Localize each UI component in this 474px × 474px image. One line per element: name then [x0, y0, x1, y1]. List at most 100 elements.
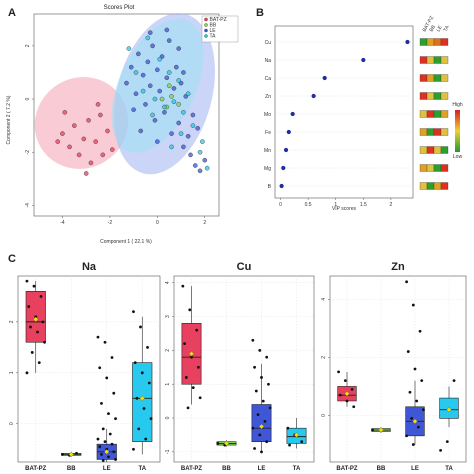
boxplot-cu: Cu BAT-PZ BB LE TA -1 0 1 2 3 4 — [165, 261, 315, 472]
data-point — [406, 350, 410, 353]
score-point-bat-pz — [105, 128, 110, 134]
legend-swatch — [204, 28, 208, 33]
data-point — [105, 376, 109, 380]
data-point — [25, 279, 29, 283]
mean-marker — [33, 316, 39, 322]
mean-marker — [139, 395, 145, 401]
colorbar-low-label: Low — [453, 154, 463, 160]
score-point-ta — [145, 35, 151, 41]
panel-letter-b: B — [256, 7, 264, 19]
boxplot-category-label: TA — [293, 466, 301, 472]
box-le — [251, 404, 272, 443]
data-point — [253, 447, 256, 450]
vip-point — [286, 129, 291, 135]
data-point — [371, 428, 374, 432]
score-point-bat-pz — [55, 139, 61, 144]
score-point-le — [176, 46, 181, 51]
heatmap-column-label: BB — [429, 24, 438, 33]
heatmap-cell — [419, 164, 428, 172]
score-point-le — [131, 107, 136, 112]
data-point — [132, 310, 135, 314]
heatmap-cell — [419, 56, 428, 64]
heatmap-cell — [440, 74, 449, 82]
scores-y-tick: -4 — [25, 203, 31, 208]
score-point-le — [197, 168, 203, 174]
heatmap-cell — [433, 38, 442, 46]
heatmap-cell — [433, 128, 442, 136]
vip-x-tick: 0.5 — [305, 202, 312, 208]
data-point — [149, 417, 153, 421]
panel-letter-c: C — [8, 253, 16, 265]
boxplot-y-tick: 0 — [321, 414, 327, 417]
data-point — [343, 379, 347, 383]
data-point — [253, 365, 256, 369]
boxplot-frame — [329, 275, 467, 463]
data-point — [133, 361, 137, 365]
score-point-le — [164, 75, 170, 81]
data-point — [415, 399, 419, 403]
data-point — [103, 340, 107, 344]
score-point-ta — [133, 70, 139, 75]
score-point-le — [188, 152, 193, 158]
vip-category-label: Ca — [265, 76, 272, 82]
heatmap-cell — [426, 38, 435, 46]
boxplot-zn: Zn BAT-PZ BB LE TA 0 2 4 — [321, 261, 467, 472]
data-point — [43, 340, 46, 344]
vip-category-label: Mo — [264, 112, 271, 118]
data-point — [132, 447, 135, 451]
scores-x-tick: -4 — [60, 220, 65, 226]
score-point-le — [176, 120, 181, 126]
heatmap-cell — [419, 74, 428, 82]
vip-point — [405, 39, 410, 45]
data-point — [107, 412, 110, 415]
score-point-le — [174, 64, 179, 70]
heatmap-cell — [433, 74, 442, 82]
boxplot-category-label: LE — [258, 466, 266, 472]
data-point — [268, 406, 272, 410]
mean-marker — [223, 440, 230, 447]
score-point-ta — [197, 149, 203, 155]
score-point-bat-pz — [72, 123, 77, 128]
data-point — [144, 437, 148, 441]
score-point-ta — [169, 144, 174, 150]
boxplot-category-label: BAT-PZ — [25, 466, 47, 472]
heatmap-cell — [440, 146, 449, 154]
score-point-ta — [150, 112, 155, 118]
vip-category-label: B — [268, 184, 272, 190]
score-point-bat-pz — [109, 147, 115, 152]
boxplot-y-tick: 4 — [321, 298, 327, 301]
data-point — [452, 379, 456, 383]
boxplot-y-tick: 4 — [165, 281, 171, 284]
data-point — [258, 433, 262, 437]
data-point — [101, 427, 105, 431]
data-point — [258, 349, 262, 352]
scores-plot-title: Scores Plot — [104, 5, 135, 11]
data-point — [195, 328, 199, 332]
data-point — [110, 442, 114, 446]
score-point-le — [192, 163, 198, 168]
data-point — [286, 426, 290, 430]
data-point — [27, 305, 31, 308]
data-point — [260, 450, 263, 454]
mean-marker — [188, 351, 195, 357]
score-point-ta — [200, 139, 205, 144]
heatmap-cell — [433, 182, 442, 190]
heatmap-cell — [433, 164, 442, 172]
data-point — [110, 356, 114, 359]
legend-entry: BB — [210, 23, 217, 29]
scores-x-tick: 2 — [203, 220, 206, 226]
score-point-le — [155, 139, 160, 144]
data-point — [75, 451, 78, 455]
data-point — [352, 405, 356, 409]
score-point-le — [181, 70, 186, 75]
score-point-ta — [204, 165, 210, 171]
score-point-le — [128, 64, 134, 70]
data-point — [32, 284, 36, 288]
score-point-le — [133, 91, 139, 97]
vip-x-tick: 1.5 — [360, 202, 367, 208]
data-point — [100, 452, 103, 456]
score-point-le — [138, 128, 144, 134]
